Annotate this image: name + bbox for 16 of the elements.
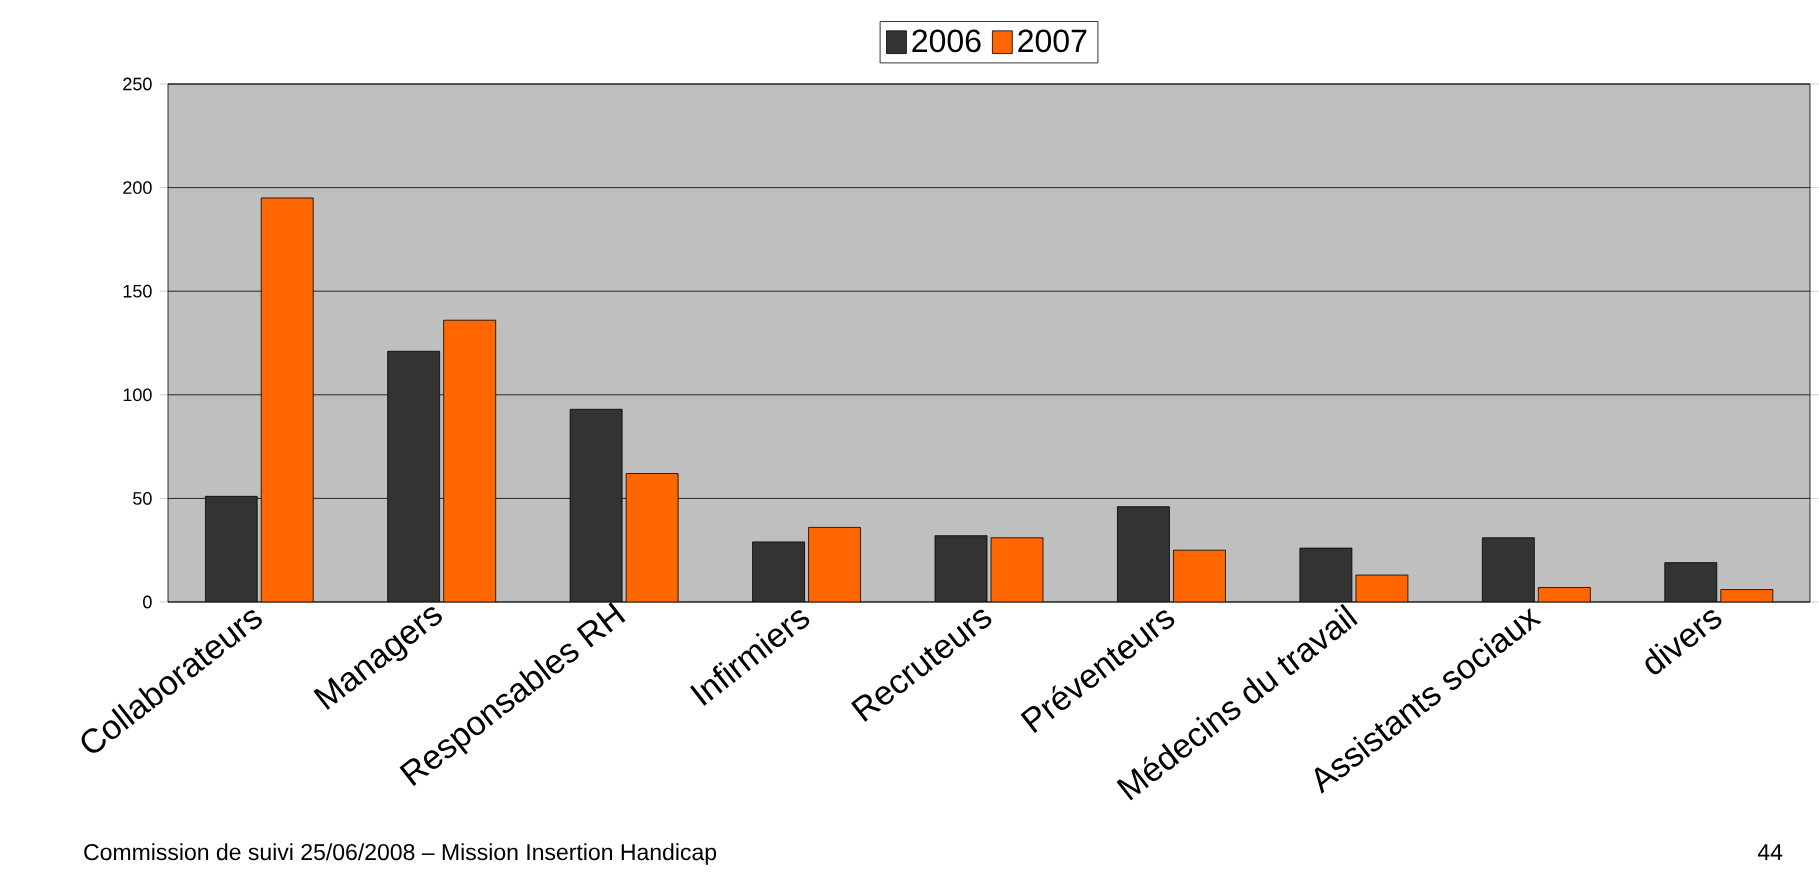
bar: [1173, 549, 1226, 602]
bar: [808, 527, 861, 602]
text: Commission de suivi 25/06/2008 – Mission Insertion Handicap: [84, 843, 717, 865]
bar: [990, 537, 1044, 602]
bar: [443, 319, 497, 602]
text: 44: [1757, 844, 1783, 860]
bar: [625, 473, 679, 602]
y-tick-label: 200: [123, 181, 152, 194]
y-tick-label: 250: [123, 77, 152, 91]
y-tick-label: 150: [123, 284, 152, 298]
bar: [260, 197, 314, 602]
y-tick-label: 50: [133, 492, 152, 505]
legend-label: 2006: [912, 29, 981, 53]
legend-label: 2007: [1018, 29, 1087, 53]
y-tick-label: 0: [143, 595, 152, 609]
y-tick-label: 100: [123, 388, 152, 402]
